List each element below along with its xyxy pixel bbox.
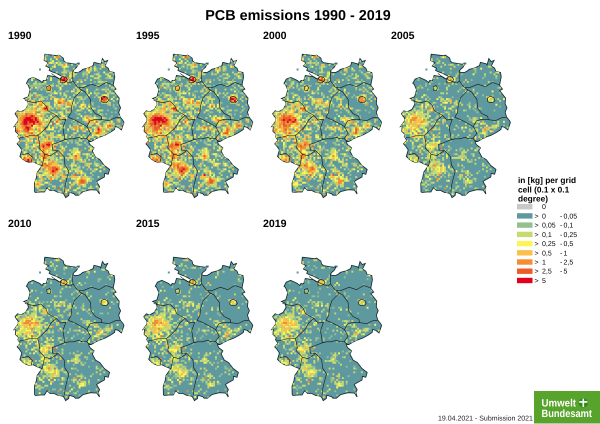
svg-text:0,5: 0,5 [542, 250, 552, 257]
svg-text:2005: 2005 [391, 30, 415, 42]
svg-text:degree): degree) [518, 194, 548, 204]
svg-text:0,05: 0,05 [542, 223, 556, 230]
svg-text:PCB emissions 1990 - 2019: PCB emissions 1990 - 2019 [205, 8, 391, 24]
svg-text:0: 0 [542, 204, 546, 211]
svg-text:>: > [535, 241, 539, 248]
svg-text:2,5: 2,5 [542, 269, 552, 276]
svg-text:0,25: 0,25 [564, 232, 578, 239]
svg-text:0,1: 0,1 [564, 223, 574, 230]
svg-text:>: > [535, 260, 539, 267]
svg-text:>: > [535, 269, 539, 276]
svg-text:0,5: 0,5 [564, 241, 574, 248]
svg-text:Umwelt: Umwelt [542, 398, 577, 410]
svg-text:1: 1 [564, 250, 568, 257]
svg-text:in [kg] per grid: in [kg] per grid [518, 175, 576, 185]
svg-text:-: - [560, 232, 563, 239]
svg-text:Bundesamt: Bundesamt [542, 408, 593, 420]
svg-text:cell (0.1 x 0.1: cell (0.1 x 0.1 [518, 184, 570, 194]
svg-text:1990: 1990 [8, 30, 32, 42]
svg-text:0,25: 0,25 [542, 241, 556, 248]
svg-text:2019: 2019 [263, 218, 287, 230]
svg-text:5: 5 [542, 278, 546, 285]
svg-text:>: > [535, 223, 539, 230]
svg-text:0,05: 0,05 [564, 213, 578, 220]
svg-text:-: - [560, 260, 563, 267]
svg-text:2000: 2000 [263, 30, 287, 42]
svg-text:>: > [535, 250, 539, 257]
svg-text:-: - [560, 223, 563, 230]
svg-text:2,5: 2,5 [564, 260, 574, 267]
svg-text:5: 5 [564, 269, 568, 276]
svg-text:-: - [560, 241, 563, 248]
svg-text:>: > [535, 232, 539, 239]
svg-text:0,1: 0,1 [542, 232, 552, 239]
svg-text:>: > [535, 213, 539, 220]
svg-text:2010: 2010 [8, 218, 32, 230]
svg-text:2015: 2015 [136, 218, 160, 230]
svg-text:-: - [560, 250, 563, 257]
svg-text:1: 1 [542, 260, 546, 267]
svg-text:19.04.2021 - Submission 2021: 19.04.2021 - Submission 2021 [438, 415, 533, 423]
svg-text:0: 0 [542, 213, 546, 220]
svg-text:-: - [560, 213, 563, 220]
svg-text:>: > [535, 278, 539, 285]
svg-text:1995: 1995 [136, 30, 160, 42]
svg-text:-: - [560, 269, 563, 276]
